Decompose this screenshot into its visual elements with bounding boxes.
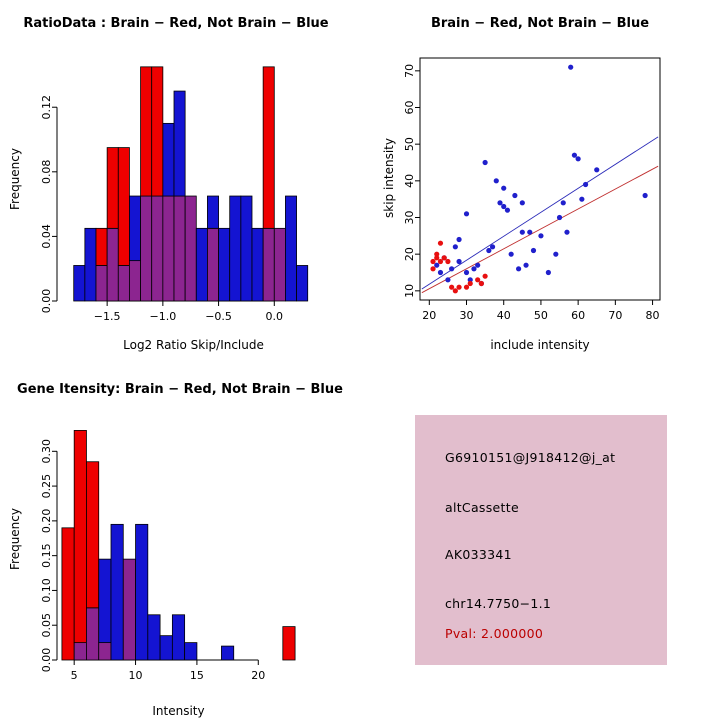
svg-text:−0.5: −0.5 bbox=[205, 310, 232, 323]
svg-text:0.0: 0.0 bbox=[266, 310, 284, 323]
svg-text:50: 50 bbox=[403, 137, 416, 151]
scatter-y-axis-label: skip intensity bbox=[382, 138, 396, 218]
svg-text:60: 60 bbox=[571, 309, 585, 322]
ratio-x-axis-label: Log2 Ratio Skip/Include bbox=[123, 338, 264, 352]
ratio-histogram-title: RatioData : Brain − Red, Not Brain − Blu… bbox=[23, 16, 329, 31]
svg-text:50: 50 bbox=[534, 309, 548, 322]
svg-text:0.20: 0.20 bbox=[40, 509, 53, 534]
panel-intensity-scatter: 20 30 40 50 60 70 80 10 20 30 40 50 60 70 Brain − Red… bbox=[360, 0, 720, 360]
ratio-y-axis-label: Frequency bbox=[8, 148, 22, 210]
svg-text:0.00: 0.00 bbox=[40, 648, 53, 673]
svg-text:0.25: 0.25 bbox=[40, 474, 53, 499]
svg-text:0.10: 0.10 bbox=[40, 578, 53, 603]
panel-ratio-histogram: −1.5 −1.0 −0.5 0.0 0.00 0.04 0.08 0.12 RatioDat… bbox=[0, 0, 360, 360]
svg-text:0.05: 0.05 bbox=[40, 613, 53, 638]
chromosome-location-text: chr14.7750−1.1 bbox=[445, 596, 552, 611]
svg-text:15: 15 bbox=[190, 669, 204, 682]
svg-text:60: 60 bbox=[403, 101, 416, 115]
scatter-plot-canvas: 20 30 40 50 60 70 80 10 20 30 40 50 60 70 bbox=[403, 57, 661, 322]
scatter-title: Brain − Red, Not Brain − Blue bbox=[430, 16, 650, 31]
svg-text:0.04: 0.04 bbox=[40, 224, 53, 249]
svg-text:0.12: 0.12 bbox=[40, 95, 53, 120]
svg-text:10: 10 bbox=[129, 669, 143, 682]
gene-histogram-canvas: 5 10 15 20 0.00 0.05 0.10 0.15 0.20 0.25 0.30 bbox=[40, 430, 296, 682]
scatter-x-axis-label: include intensity bbox=[490, 338, 590, 352]
svg-text:0.08: 0.08 bbox=[40, 160, 53, 185]
svg-text:−1.0: −1.0 bbox=[149, 310, 176, 323]
svg-text:0.15: 0.15 bbox=[40, 543, 53, 568]
splice-type-text: altCassette bbox=[445, 500, 519, 515]
svg-text:70: 70 bbox=[403, 64, 416, 78]
panel-gene-info: G6910151@J918412@j_at altCassette AK0333… bbox=[360, 360, 720, 720]
svg-text:10: 10 bbox=[403, 284, 416, 298]
gene-histogram-title: Gene Itensity: Brain − Red, Not Brain − … bbox=[17, 382, 343, 397]
svg-text:20: 20 bbox=[422, 309, 436, 322]
info-box: G6910151@J918412@j_at altCassette AK0333… bbox=[415, 415, 667, 665]
svg-text:20: 20 bbox=[251, 669, 265, 682]
svg-text:70: 70 bbox=[608, 309, 622, 322]
gene-x-axis-label: Intensity bbox=[152, 704, 205, 718]
svg-text:5: 5 bbox=[71, 669, 78, 682]
svg-text:0.30: 0.30 bbox=[40, 439, 53, 464]
svg-text:30: 30 bbox=[403, 211, 416, 225]
svg-text:80: 80 bbox=[646, 309, 660, 322]
svg-text:−1.5: −1.5 bbox=[94, 310, 121, 323]
svg-text:40: 40 bbox=[403, 174, 416, 188]
svg-text:0.00: 0.00 bbox=[40, 289, 53, 314]
ratio-histogram-canvas: −1.5 −1.0 −0.5 0.0 0.00 0.04 0.08 0.12 bbox=[40, 66, 309, 323]
gene-y-axis-label: Frequency bbox=[8, 508, 22, 570]
svg-text:40: 40 bbox=[497, 309, 511, 322]
pval-line: Pval: 2.000000 bbox=[445, 626, 544, 641]
probe-id-text: G6910151@J918412@j_at bbox=[445, 450, 616, 465]
accession-text: AK033341 bbox=[445, 547, 512, 562]
panel-gene-histogram: 5 10 15 20 0.00 0.05 0.10 0.15 0.20 0.25 0.30 Gene… bbox=[0, 360, 360, 720]
svg-text:20: 20 bbox=[403, 247, 416, 261]
svg-text:30: 30 bbox=[460, 309, 474, 322]
